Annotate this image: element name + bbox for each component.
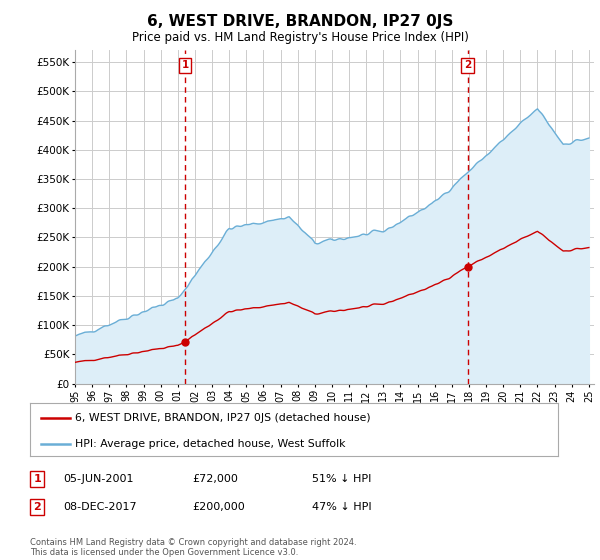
- Text: HPI: Average price, detached house, West Suffolk: HPI: Average price, detached house, West…: [75, 439, 346, 449]
- Text: £72,000: £72,000: [192, 474, 238, 484]
- Text: 51% ↓ HPI: 51% ↓ HPI: [312, 474, 371, 484]
- Text: 6, WEST DRIVE, BRANDON, IP27 0JS (detached house): 6, WEST DRIVE, BRANDON, IP27 0JS (detach…: [75, 413, 371, 423]
- Text: 2: 2: [464, 60, 471, 71]
- Text: 1: 1: [34, 474, 41, 484]
- Text: Contains HM Land Registry data © Crown copyright and database right 2024.
This d: Contains HM Land Registry data © Crown c…: [30, 538, 356, 557]
- Text: 6, WEST DRIVE, BRANDON, IP27 0JS: 6, WEST DRIVE, BRANDON, IP27 0JS: [147, 14, 453, 29]
- Text: £200,000: £200,000: [192, 502, 245, 512]
- Text: 08-DEC-2017: 08-DEC-2017: [63, 502, 137, 512]
- Text: 1: 1: [181, 60, 188, 71]
- Text: 2: 2: [34, 502, 41, 512]
- Text: Price paid vs. HM Land Registry's House Price Index (HPI): Price paid vs. HM Land Registry's House …: [131, 31, 469, 44]
- Text: 47% ↓ HPI: 47% ↓ HPI: [312, 502, 371, 512]
- Text: 05-JUN-2001: 05-JUN-2001: [63, 474, 133, 484]
